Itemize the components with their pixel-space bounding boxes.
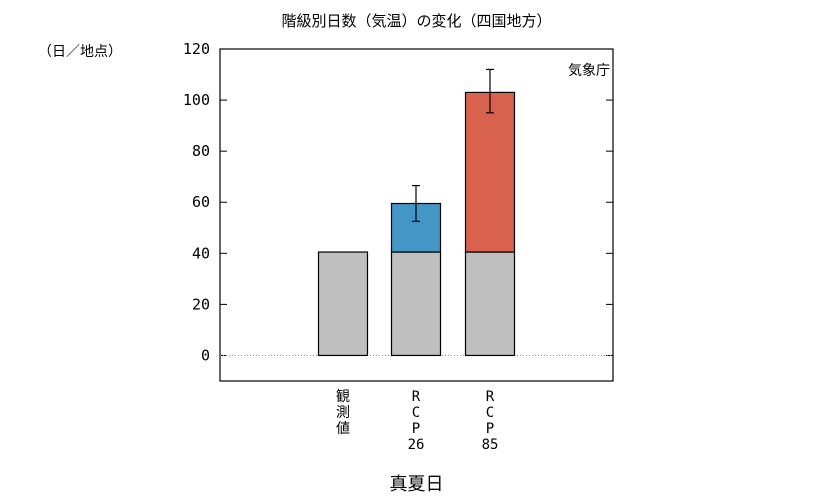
x-category-label: 値	[336, 421, 350, 437]
x-category-label: C	[412, 405, 420, 421]
x-category-label: P	[412, 421, 420, 437]
x-category-label: R	[486, 389, 495, 405]
x-category-label: C	[486, 405, 494, 421]
y-tick-label: 100	[183, 91, 210, 109]
x-category-label: 観	[336, 388, 350, 405]
x-category-label: 測	[336, 405, 350, 421]
x-category-label: R	[412, 389, 421, 405]
bar-segment-change	[464, 91, 516, 253]
y-tick-label: 40	[192, 244, 210, 262]
y-tick-label: 20	[192, 295, 210, 313]
y-tick-label: 0	[201, 346, 210, 364]
x-category-label: 26	[408, 437, 425, 453]
y-axis-unit: （日／地点）	[38, 44, 122, 60]
y-tick-label: 120	[183, 40, 210, 58]
bar-segment-base	[317, 251, 369, 357]
x-category-label: P	[486, 421, 494, 437]
x-axis-title: 真夏日	[389, 474, 444, 495]
y-tick-label: 60	[192, 193, 210, 211]
bar-segment-base	[390, 251, 442, 357]
x-category-label: 85	[482, 437, 499, 453]
y-tick-label: 80	[192, 142, 210, 160]
bar-segment-base	[464, 251, 516, 357]
plot-frame	[219, 48, 614, 382]
source-annotation: 気象庁	[568, 63, 610, 79]
chart-title: 階級別日数（気温）の変化（四国地方）	[281, 12, 552, 30]
